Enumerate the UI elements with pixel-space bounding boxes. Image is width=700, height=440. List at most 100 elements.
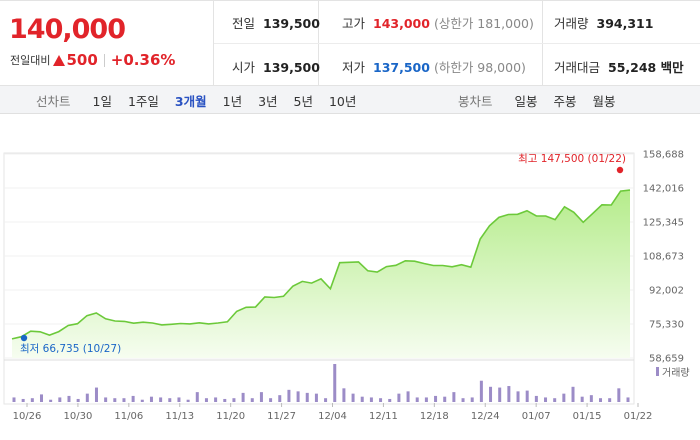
volume-bar (397, 393, 401, 402)
price-area (12, 190, 630, 358)
y-tick-label: 92,002 (649, 286, 684, 297)
volume-bar (434, 395, 438, 402)
volume-bar (516, 391, 520, 402)
volume-bar (149, 396, 153, 402)
lower-limit: (하한가 98,000) (433, 60, 526, 75)
line-chart-title: 선차트 (36, 93, 71, 109)
stat-label: 전일 (232, 16, 256, 31)
stat-value: 137,500 (373, 60, 430, 75)
volume-bar (287, 389, 291, 402)
x-tick-label: 01/15 (573, 411, 602, 422)
stat-value: 55,248 백만 (608, 60, 684, 75)
chart-period-tabbar: 선차트 1일 1주일 3개월 1년 3년 5년 10년 봉차트 일봉 주봉 월봉 (0, 86, 700, 114)
volume-bar (489, 386, 493, 402)
volume-bar (617, 388, 621, 402)
price-chart: 158,688 142,016 125,345 108,673 92,002 75,330… (3, 150, 690, 422)
x-tick-label: 01/07 (522, 411, 551, 422)
tab-5year[interactable]: 5년 (293, 93, 313, 109)
y-tick-label: 58,659 (649, 354, 684, 365)
volume-bar (223, 398, 227, 402)
x-tick-label: 12/18 (420, 411, 449, 422)
stat-label: 고가 (342, 16, 366, 31)
volume-bar (443, 396, 447, 402)
stat-label: 거래량 (554, 16, 589, 31)
tab-3month[interactable]: 3개월 (174, 93, 207, 109)
tab-1year[interactable]: 1년 (222, 93, 243, 109)
change-percent: +0.36% (110, 51, 176, 69)
volume-bar (424, 397, 428, 402)
volume-bar (21, 398, 25, 402)
volume-bar (507, 386, 511, 402)
volume-bar (94, 387, 98, 402)
volume-bar (204, 398, 208, 402)
x-tick-label: 12/04 (318, 411, 347, 422)
x-tick-label: 12/11 (369, 411, 398, 422)
volume-bar (369, 397, 373, 402)
tab-monthly-candle[interactable]: 월봉 (592, 93, 616, 109)
x-tick-label: 12/24 (471, 411, 500, 422)
row-divider (214, 43, 700, 44)
x-tick-label: 11/27 (267, 411, 296, 422)
volume-bar (626, 397, 630, 402)
candle-chart-tabs: 봉차트 일봉 주봉 월봉 (458, 86, 624, 114)
volume-bar (314, 393, 318, 402)
volume-bar (342, 388, 346, 402)
volume-bar (296, 391, 300, 402)
volume-bar (388, 398, 392, 402)
stat-value: 394,311 (596, 16, 654, 31)
volume-bar (589, 395, 593, 402)
volume-bar (351, 393, 355, 402)
volume-bar (571, 386, 575, 402)
stat-low: 저가 137,500 (하한가 98,000) (342, 57, 526, 76)
max-annotation: 최고 147,500 (01/22) (518, 153, 626, 165)
volume-bar (608, 398, 612, 402)
volume-legend-label: 거래량 (662, 367, 690, 379)
stat-value: 139,500 (263, 60, 320, 75)
volume-bar (76, 398, 80, 402)
line-chart-tabs: 선차트 1일 1주일 3개월 1년 3년 5년 10년 (36, 86, 364, 114)
stat-label: 시가 (232, 60, 256, 75)
max-marker (616, 166, 624, 174)
tab-10year[interactable]: 10년 (328, 93, 357, 109)
volume-bar (113, 398, 117, 402)
stat-volume: 거래량 394,311 (554, 13, 653, 32)
volume-bar (333, 364, 337, 402)
volume-bar (159, 397, 163, 402)
current-price: 140,000 (9, 14, 126, 45)
volume-bar (580, 396, 584, 402)
tab-daily-candle[interactable]: 일봉 (514, 93, 538, 109)
upper-limit: (상한가 181,000) (433, 16, 534, 31)
change-label: 전일대비 (10, 54, 51, 67)
volume-bar (525, 390, 529, 402)
volume-bar (324, 398, 328, 402)
quote-panel: 140,000 전일대비 500 +0.36% 전일 139,500 시가 13… (0, 0, 700, 86)
volume-bar (186, 399, 190, 402)
volume-bar (177, 397, 181, 402)
y-tick-label: 142,016 (643, 184, 684, 195)
change-value: 500 (66, 51, 98, 69)
stat-label: 저가 (342, 60, 366, 75)
x-tick-label: 10/30 (64, 411, 93, 422)
stat-trade-amount: 거래대금 55,248 백만 (554, 57, 684, 76)
volume-bar (58, 397, 62, 402)
volume-bar (168, 398, 172, 402)
volume-bar (534, 395, 538, 402)
stat-value: 143,000 (373, 16, 430, 31)
y-tick-label: 125,345 (643, 218, 684, 229)
up-triangle-icon (53, 54, 66, 66)
tab-1week[interactable]: 1주일 (127, 93, 159, 109)
volume-bar (232, 398, 236, 402)
tab-3year[interactable]: 3년 (258, 93, 278, 109)
volume-bar (131, 395, 135, 402)
min-marker (20, 334, 28, 342)
volume-bar (562, 393, 566, 402)
plot-frame (3, 152, 635, 405)
stat-prev-close: 전일 139,500 (232, 13, 320, 32)
volume-bar (104, 397, 108, 402)
volume-bar (67, 395, 71, 402)
tab-weekly-candle[interactable]: 주봉 (553, 93, 577, 109)
volume-bar (415, 397, 419, 402)
tab-1day[interactable]: 1일 (92, 93, 112, 109)
y-tick-label: 75,330 (649, 320, 684, 331)
volume-bar (470, 397, 474, 402)
